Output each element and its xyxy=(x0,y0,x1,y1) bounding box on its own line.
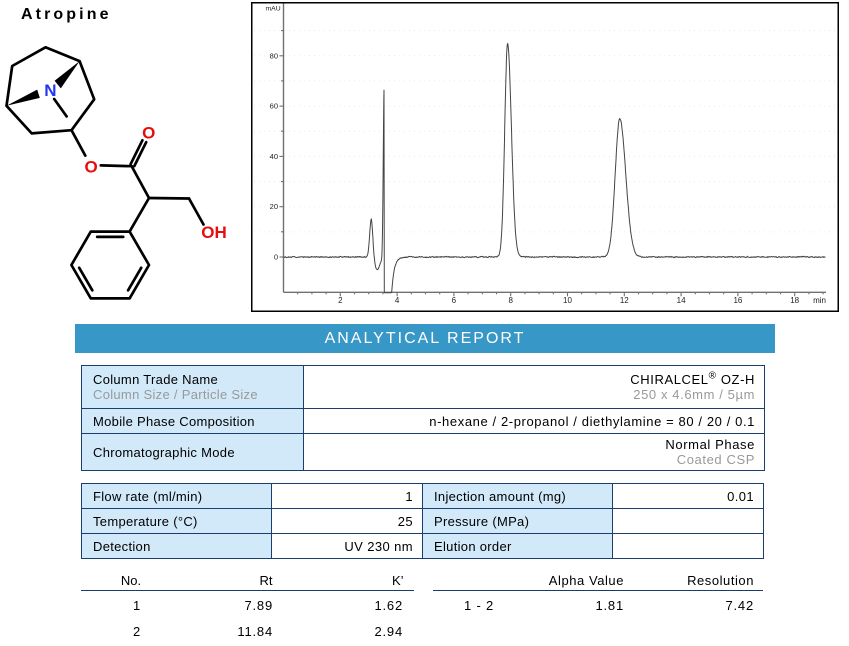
svg-text:16: 16 xyxy=(733,296,742,305)
svg-text:min: min xyxy=(813,296,826,305)
svg-text:6: 6 xyxy=(452,296,457,305)
svg-text:O: O xyxy=(84,158,97,177)
svg-text:O: O xyxy=(142,123,155,142)
svg-text:14: 14 xyxy=(677,296,686,305)
svg-text:18: 18 xyxy=(790,296,799,305)
svg-text:2: 2 xyxy=(338,296,343,305)
svg-text:60: 60 xyxy=(270,102,278,111)
svg-text:4: 4 xyxy=(395,296,400,305)
svg-text:12: 12 xyxy=(620,296,629,305)
svg-text:mAU: mAU xyxy=(266,6,281,13)
svg-text:0: 0 xyxy=(274,253,278,262)
svg-text:OH: OH xyxy=(201,223,227,242)
svg-text:8: 8 xyxy=(508,296,513,305)
svg-text:20: 20 xyxy=(270,202,278,211)
svg-text:80: 80 xyxy=(270,51,278,60)
svg-text:40: 40 xyxy=(270,152,278,161)
svg-text:N: N xyxy=(44,81,56,100)
svg-text:10: 10 xyxy=(563,296,572,305)
